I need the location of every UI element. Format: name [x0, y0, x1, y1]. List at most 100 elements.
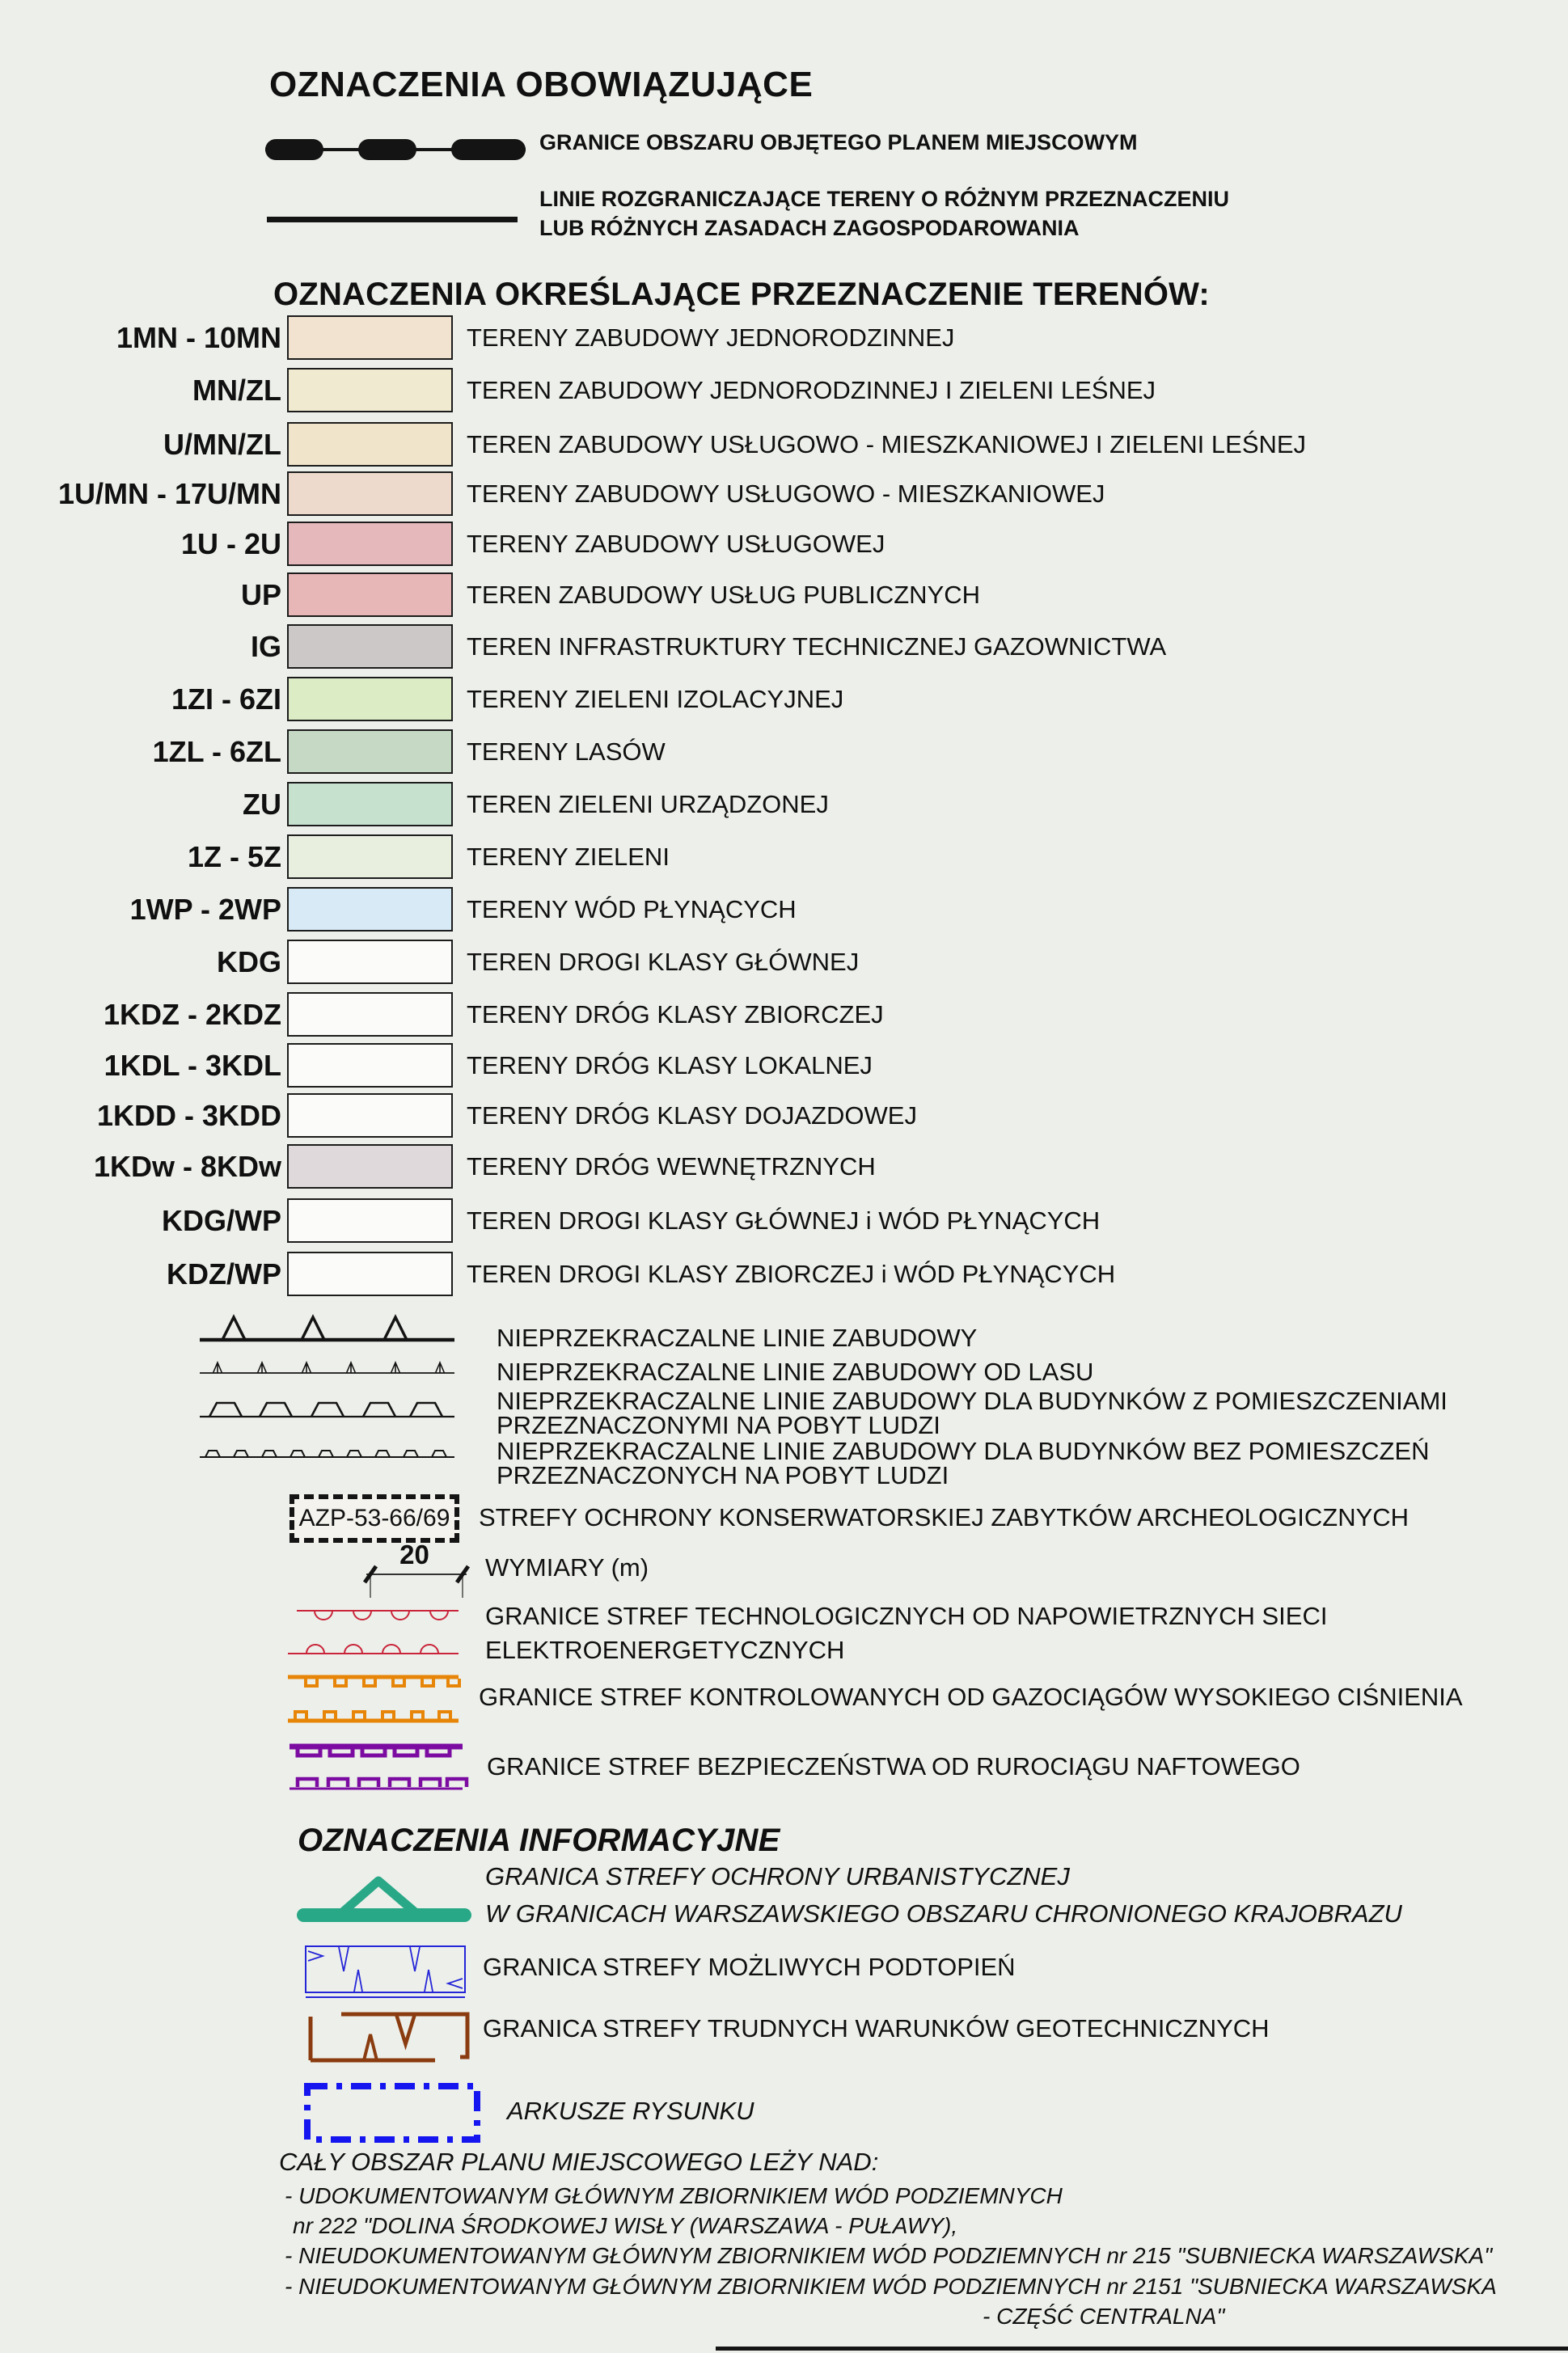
land-use-description: TEREN INFRASTRUKTURY TECHNICZNEJ GAZOWNI… — [467, 632, 1167, 661]
geotechnical-zone-label: GRANICA STREFY TRUDNYCH WARUNKÓW GEOTECH… — [483, 2014, 1270, 2043]
dividing-lines-label-line2: LUB RÓŻNYCH ZASADACH ZAGOSPODAROWANIA — [539, 216, 1080, 240]
land-use-code: 1MN - 10MN — [116, 321, 281, 354]
land-use-description: TERENY DRÓG KLASY ZBIORCZEJ — [467, 1000, 884, 1029]
land-use-description: TERENY WÓD PŁYNĄCYCH — [467, 895, 797, 923]
building-line-label: NIEPRZEKRACZALNE LINIE ZABUDOWY — [497, 1324, 978, 1352]
land-use-code: 1WP - 2WP — [129, 893, 281, 926]
land-use-row: 1MN - 10MN TERENY ZABUDOWY JEDNORODZINNE… — [0, 315, 1568, 360]
land-use-code: 1KDD - 3KDD — [96, 1099, 281, 1132]
land-use-swatch — [287, 1144, 453, 1189]
building-line-forest-symbol — [200, 1360, 454, 1374]
land-use-description: TERENY ZIELENI IZOLACYJNEJ — [467, 685, 844, 713]
land-use-code: 1KDw - 8KDw — [93, 1150, 281, 1183]
land-use-description: TERENY ZABUDOWY USŁUGOWO - MIESZKANIOWEJ — [467, 479, 1105, 508]
footer-intro: CAŁY OBSZAR PLANU MIEJSCOWEGO LEŻY NAD: — [279, 2148, 879, 2176]
archaeology-zone-label: STREFY OCHRONY KONSERWATORSKIEJ ZABYTKÓW… — [479, 1503, 1410, 1531]
building-line-habitable-label-line2: PRZEZNACZONYMI NA POBYT LUDZI — [497, 1411, 940, 1439]
land-use-swatch — [287, 887, 453, 931]
gas-pipeline-zone-symbol — [288, 1675, 461, 1723]
building-line-habitable-label-line1: NIEPRZEKRACZALNE LINIE ZABUDOWY DLA BUDY… — [497, 1387, 1448, 1415]
geotechnical-zone-symbol — [308, 2012, 470, 2063]
land-use-row: IG TEREN INFRASTRUKTURY TECHNICZNEJ GAZO… — [0, 624, 1568, 669]
land-use-description: TERENY ZABUDOWY USŁUGOWEJ — [467, 530, 885, 558]
land-use-description: TEREN ZIELENI URZĄDZONEJ — [467, 790, 829, 818]
oil-pipeline-zone-label: GRANICE STREF BEZPIECZEŃSTWA OD RUROCIĄG… — [487, 1752, 1300, 1781]
land-use-row: KDG/WP TEREN DROGI KLASY GŁÓWNEJ i WÓD P… — [0, 1198, 1568, 1243]
land-use-code: KDG — [217, 945, 281, 978]
land-use-row: 1U - 2U TERENY ZABUDOWY USŁUGOWEJ — [0, 522, 1568, 566]
land-use-swatch — [287, 729, 453, 774]
land-use-swatch — [287, 315, 453, 360]
land-use-code: 1KDL - 3KDL — [104, 1049, 281, 1082]
footer-line: - CZĘŚĆ CENTRALNA" — [983, 2304, 1225, 2329]
land-use-code: 1U - 2U — [180, 527, 281, 560]
land-use-row: U/MN/ZL TEREN ZABUDOWY USŁUGOWO - MIESZK… — [0, 422, 1568, 467]
land-use-swatch — [287, 1093, 453, 1138]
land-use-description: TERENY DRÓG KLASY DOJAZDOWEJ — [467, 1101, 917, 1130]
land-use-row: 1KDL - 3KDL TERENY DRÓG KLASY LOKALNEJ — [0, 1043, 1568, 1088]
gas-pipeline-zone-label: GRANICE STREF KONTROLOWANYCH OD GAZOCIĄG… — [479, 1683, 1463, 1711]
archaeology-zone-symbol: AZP-53-66/69 — [290, 1494, 459, 1543]
land-use-row: 1ZL - 6ZL TERENY LASÓW — [0, 729, 1568, 774]
land-use-row: 1KDD - 3KDD TERENY DRÓG KLASY DOJAZDOWEJ — [0, 1093, 1568, 1138]
land-use-code: ZU — [243, 788, 281, 821]
archaeology-zone-code: AZP-53-66/69 — [298, 1505, 450, 1531]
urban-protection-zone-label-line1: GRANICA STREFY OCHRONY URBANISTYCZNEJ — [485, 1862, 1070, 1890]
dimension-symbol — [362, 1565, 471, 1598]
land-use-description: TERENY DRÓG WEWNĘTRZNYCH — [467, 1152, 876, 1181]
land-use-code: KDG/WP — [162, 1204, 281, 1237]
footer-line: - UDOKUMENTOWANYM GŁÓWNYM ZBIORNIKIEM WÓ… — [285, 2183, 1063, 2208]
flood-risk-zone-symbol — [305, 1945, 466, 1998]
plan-area-boundary-symbol — [265, 139, 526, 160]
land-use-swatch — [287, 572, 453, 617]
land-use-code: 1KDZ - 2KDZ — [103, 998, 281, 1031]
land-use-code: MN/ZL — [192, 374, 281, 407]
page-title: OZNACZENIA OBOWIĄZUJĄCE — [269, 65, 814, 104]
land-use-swatch — [287, 422, 453, 467]
land-use-heading: OZNACZENIA OKREŚLAJĄCE PRZEZNACZENIE TER… — [273, 277, 1210, 312]
flood-risk-zone-label: GRANICA STREFY MOŻLIWYCH PODTOPIEŃ — [483, 1953, 1016, 1981]
power-line-zone-label-line2: ELEKTROENERGETYCZNYCH — [485, 1636, 845, 1664]
land-use-code: KDZ/WP — [167, 1257, 281, 1291]
power-line-zone-label-line1: GRANICE STREF TECHNOLOGICZNYCH OD NAPOWI… — [485, 1602, 1328, 1630]
drawing-sheets-symbol — [304, 2083, 480, 2143]
land-use-row: KDZ/WP TEREN DROGI KLASY ZBIORCZEJ i WÓD… — [0, 1252, 1568, 1296]
land-use-description: TEREN ZABUDOWY USŁUGOWO - MIESZKANIOWEJ … — [467, 430, 1307, 458]
land-use-row: 1KDZ - 2KDZ TERENY DRÓG KLASY ZBIORCZEJ — [0, 992, 1568, 1037]
building-line-forest-label: NIEPRZEKRACZALNE LINIE ZABUDOWY OD LASU — [497, 1358, 1094, 1386]
land-use-code: IG — [250, 630, 281, 663]
land-use-swatch — [287, 1043, 453, 1088]
building-line-symbol — [200, 1314, 454, 1342]
footer-line: - NIEUDOKUMENTOWANYM GŁÓWNYM ZBIORNIKIEM… — [285, 2243, 1493, 2268]
land-use-description: TEREN ZABUDOWY USŁUG PUBLICZNYCH — [467, 581, 981, 609]
building-line-nonhabitable-label-line2: PRZEZNACZONYCH NA POBYT LUDZI — [497, 1461, 949, 1489]
land-use-code: 1ZI - 6ZI — [171, 682, 281, 716]
oil-pipeline-zone-symbol — [290, 1743, 469, 1790]
land-use-description: TERENY LASÓW — [467, 737, 666, 766]
dividing-lines-symbol — [267, 217, 518, 222]
land-use-swatch — [287, 522, 453, 566]
land-use-code: U/MN/ZL — [163, 428, 281, 461]
land-use-swatch — [287, 677, 453, 721]
land-use-row: ZU TEREN ZIELENI URZĄDZONEJ — [0, 782, 1568, 826]
land-use-code: UP — [240, 578, 281, 611]
land-use-row: 1Z - 5Z TERENY ZIELENI — [0, 834, 1568, 879]
land-use-row: 1WP - 2WP TERENY WÓD PŁYNĄCYCH — [0, 887, 1568, 931]
land-use-code: 1U/MN - 17U/MN — [57, 477, 281, 510]
plan-area-boundary-label: GRANICE OBSZARU OBJĘTEGO PLANEM MIEJSCOW… — [539, 130, 1138, 154]
land-use-description: TEREN DROGI KLASY GŁÓWNEJ — [467, 948, 860, 976]
drawing-sheets-label: ARKUSZE RYSUNKU — [507, 2097, 754, 2125]
land-use-swatch — [287, 471, 453, 516]
footer-line: nr 222 "DOLINA ŚRODKOWEJ WISŁY (WARSZAWA… — [293, 2213, 958, 2238]
land-use-swatch — [287, 1252, 453, 1296]
dimension-value: 20 — [399, 1540, 429, 1569]
urban-protection-zone-symbol — [297, 1876, 471, 1922]
land-use-swatch — [287, 940, 453, 984]
land-use-swatch — [287, 834, 453, 879]
urban-protection-zone-label-line2: W GRANICACH WARSZAWSKIEGO OBSZARU CHRONI… — [485, 1899, 1402, 1928]
land-use-swatch — [287, 1198, 453, 1243]
land-use-row: 1KDw - 8KDw TERENY DRÓG WEWNĘTRZNYCH — [0, 1144, 1568, 1189]
informational-heading: OZNACZENIA INFORMACYJNE — [298, 1823, 780, 1858]
land-use-description: TERENY DRÓG KLASY LOKALNEJ — [467, 1051, 873, 1079]
sheet-frame-edge — [716, 2347, 1568, 2351]
